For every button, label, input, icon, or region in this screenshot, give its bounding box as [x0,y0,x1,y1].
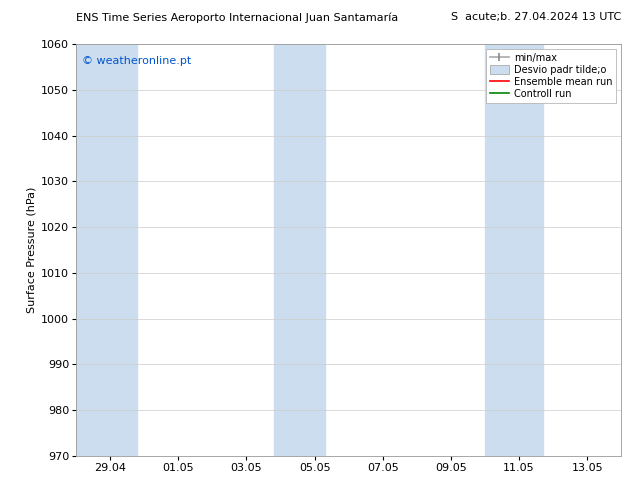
Legend: min/max, Desvio padr tilde;o, Ensemble mean run, Controll run: min/max, Desvio padr tilde;o, Ensemble m… [486,49,616,102]
Y-axis label: Surface Pressure (hPa): Surface Pressure (hPa) [27,187,37,313]
Text: ENS Time Series Aeroporto Internacional Juan Santamaría: ENS Time Series Aeroporto Internacional … [76,12,398,23]
Text: © weatheronline.pt: © weatheronline.pt [82,56,191,67]
Bar [485,44,543,456]
Bar [76,44,138,456]
Bar [274,44,325,456]
Text: S  acute;b. 27.04.2024 13 UTC: S acute;b. 27.04.2024 13 UTC [451,12,621,22]
